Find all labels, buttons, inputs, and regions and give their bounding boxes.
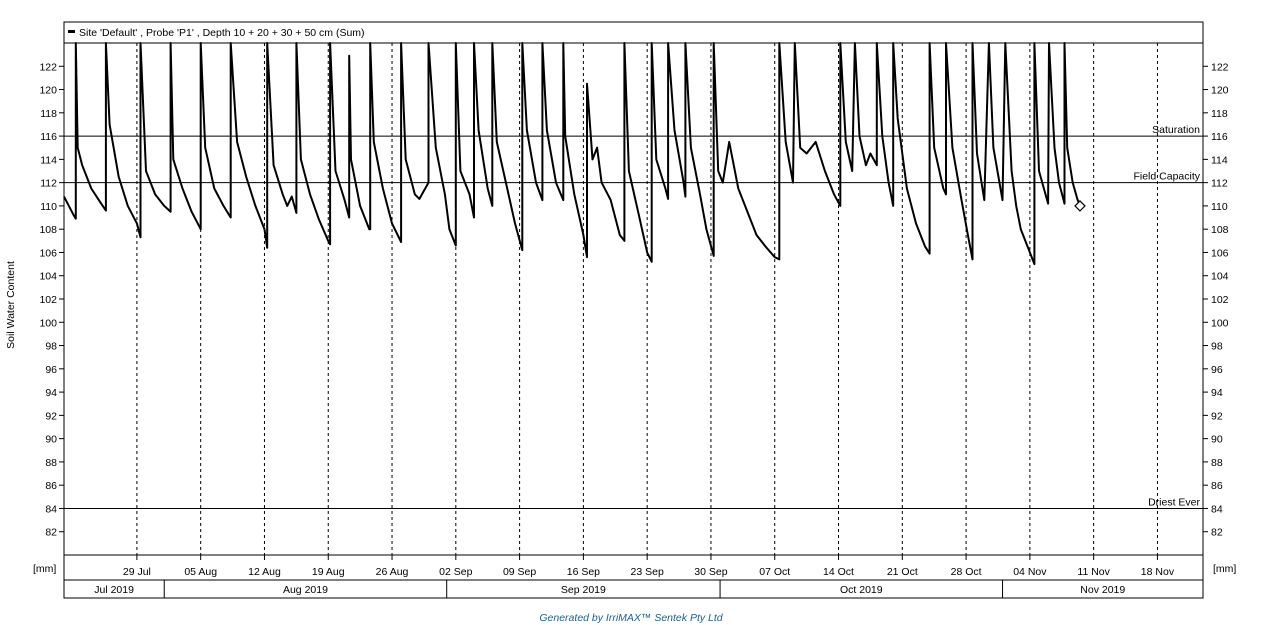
date-tick-label: 02 Sep <box>439 566 472 578</box>
date-tick-label: 07 Oct <box>759 566 790 578</box>
date-tick-label: 05 Aug <box>184 566 217 578</box>
reference-line-label: Driest Ever <box>1148 496 1200 508</box>
y-tick-label: 98 <box>45 341 57 353</box>
month-band <box>63 579 1204 599</box>
y-tick-label: 84 <box>45 503 57 515</box>
y-tick-label: 86 <box>1211 480 1223 492</box>
y-tick-label: 116 <box>40 131 57 143</box>
y-tick-label: 86 <box>45 480 57 492</box>
y-tick-label: 112 <box>40 178 57 190</box>
y-tick-label: 96 <box>45 364 57 376</box>
y-tick-label: 90 <box>45 434 57 446</box>
date-tick-label: 29 Jul <box>123 566 151 578</box>
date-tick-label: 28 Oct <box>951 566 982 578</box>
date-tick-label: 30 Sep <box>694 566 727 578</box>
y-tick-label: 114 <box>40 154 57 166</box>
reference-line-label: Saturation <box>1152 124 1200 136</box>
y-tick-label: 82 <box>45 527 57 539</box>
date-tick-label: 12 Aug <box>248 566 281 578</box>
reference-line-label: Field Capacity <box>1133 171 1200 183</box>
y-tick-label: 100 <box>1211 317 1229 329</box>
y-tick-label: 88 <box>1211 457 1223 469</box>
y-tick-label: 122 <box>39 61 57 73</box>
date-tick-label: 11 Nov <box>1077 566 1110 578</box>
y-tick-label: 102 <box>39 294 57 306</box>
unit-label-right: [mm] <box>1213 563 1236 575</box>
y-tick-label: 106 <box>1211 247 1229 259</box>
date-tick-label: 04 Nov <box>1013 566 1047 578</box>
series-line <box>63 42 1081 266</box>
y-tick-label: 98 <box>1211 341 1223 353</box>
month-labels: Jul 2019 Aug 2019 Sep 2019 Oct 2019 Nov 2019 <box>94 580 1125 598</box>
y-tick-label: 110 <box>1211 201 1228 213</box>
y-tick-label: 114 <box>1211 154 1228 166</box>
y-axis-left: 82 84 86 88 90 92 94 96 98 100 102 104 106 108 110 112 1… <box>39 61 64 539</box>
y-tick-label: 96 <box>1211 364 1223 376</box>
date-tick-label: 23 Sep <box>631 566 664 578</box>
y-tick-label: 92 <box>45 410 57 422</box>
y-tick-label: 120 <box>39 85 57 97</box>
y-tick-label: 112 <box>1211 178 1228 190</box>
y-tick-label: 88 <box>45 457 57 469</box>
y-tick-label: 104 <box>1211 271 1229 283</box>
y-tick-label: 108 <box>1211 224 1229 236</box>
y-tick-label: 116 <box>1211 131 1228 143</box>
soil-water-chart: Site 'Default' , Probe 'P1' , Depth 10 +… <box>5 21 1236 599</box>
y-tick-label: 120 <box>1211 85 1229 97</box>
month-label: Oct 2019 <box>840 584 883 596</box>
month-label: Sep 2019 <box>561 584 606 596</box>
y-tick-label: 82 <box>1211 527 1223 539</box>
last-point-marker <box>1074 200 1086 212</box>
date-tick-label: 21 Oct <box>887 566 918 578</box>
plot-area <box>63 42 1204 556</box>
y-tick-label: 102 <box>1211 294 1229 306</box>
y-tick-label: 104 <box>39 271 57 283</box>
legend-swatch <box>68 30 75 33</box>
y-tick-label: 92 <box>1211 410 1223 422</box>
y-tick-label: 94 <box>1211 387 1223 399</box>
y-tick-label: 106 <box>39 247 57 259</box>
y-tick-label: 110 <box>40 201 57 213</box>
date-axis-band <box>63 554 1204 581</box>
date-tick-label: 19 Aug <box>312 566 345 578</box>
month-label: Jul 2019 <box>94 584 134 596</box>
date-tick-label: 09 Sep <box>503 566 536 578</box>
unit-label-left: [mm] <box>33 563 56 575</box>
y-tick-label: 122 <box>1211 61 1229 73</box>
y-tick-label: 108 <box>39 224 57 236</box>
y-axis-right: 82 84 86 88 90 92 94 96 98 100 102 104 106 108 110 112 1… <box>1203 61 1229 539</box>
series-group <box>63 42 1086 266</box>
footer-credit: Generated by IrriMAX™ Sentek Pty Ltd <box>539 612 723 624</box>
month-label: Nov 2019 <box>1080 584 1125 596</box>
y-tick-label: 100 <box>39 317 57 329</box>
y-tick-label: 84 <box>1211 503 1223 515</box>
date-tick-label: 18 Nov <box>1141 566 1175 578</box>
month-label: Aug 2019 <box>283 584 328 596</box>
date-tick-label: 16 Sep <box>567 566 600 578</box>
reference-lines: Saturation Field Capacity Driest Ever <box>64 124 1203 509</box>
y-tick-label: 90 <box>1211 434 1223 446</box>
legend-text: Site 'Default' , Probe 'P1' , Depth 10 +… <box>79 27 365 39</box>
y-tick-label: 118 <box>1211 108 1228 120</box>
date-ticks: 29 Jul 05 Aug 12 Aug 19 Aug 26 Aug 02 Sep 09 S… <box>123 555 1175 578</box>
y-axis-title: Soil Water Content <box>5 261 17 349</box>
y-tick-label: 118 <box>40 108 57 120</box>
y-tick-label: 94 <box>45 387 57 399</box>
date-tick-label: 14 Oct <box>823 566 854 578</box>
date-grid-lines <box>136 43 1158 555</box>
date-tick-label: 26 Aug <box>376 566 409 578</box>
